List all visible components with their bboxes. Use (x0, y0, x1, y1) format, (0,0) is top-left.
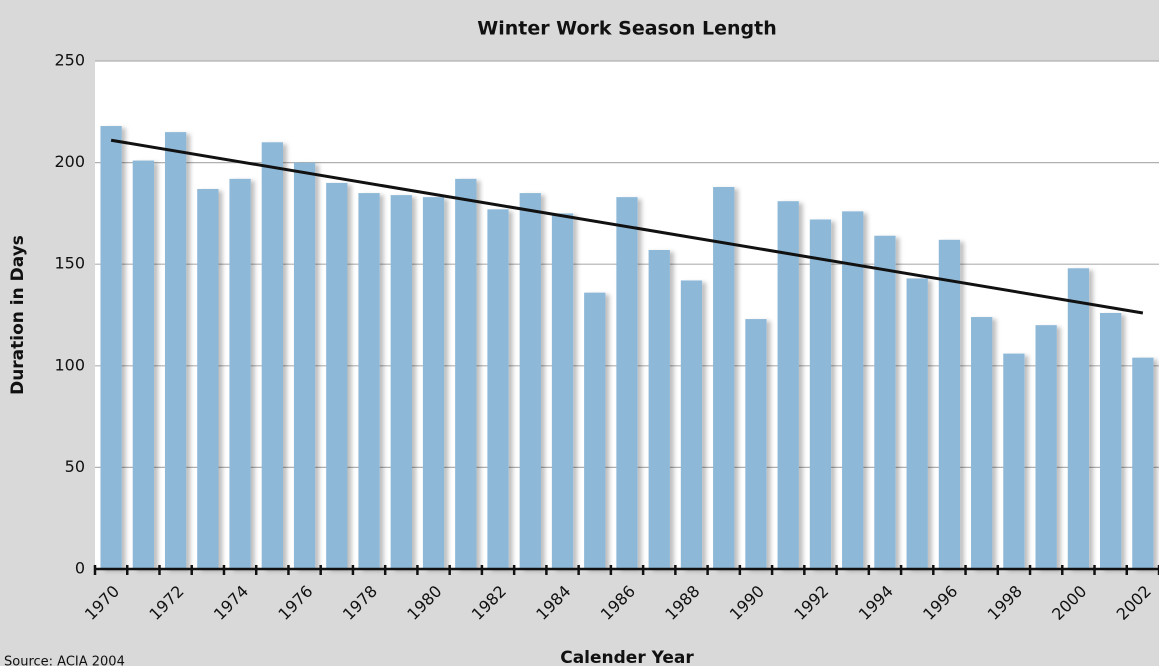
x-tick-label: 2000 (1048, 582, 1090, 624)
bar (326, 182, 348, 570)
bar (358, 193, 380, 569)
bar (648, 249, 670, 569)
x-tick-label: 1994 (855, 582, 897, 624)
bar (809, 219, 832, 569)
bar (584, 292, 606, 569)
x-tick-label: 1976 (274, 582, 316, 624)
bar (487, 209, 509, 569)
y-axis-title: Duration in Days (8, 235, 28, 395)
bar (229, 178, 251, 569)
y-tick-label: 0 (75, 559, 85, 578)
bar (100, 126, 122, 570)
y-tick-label: 150 (54, 254, 85, 273)
bar (261, 142, 283, 569)
bar (777, 201, 799, 569)
bar (874, 235, 896, 569)
bar (713, 186, 735, 569)
bar (1067, 268, 1090, 569)
bar (971, 317, 993, 569)
bar (938, 239, 961, 570)
bar (1132, 357, 1154, 569)
x-tick-label: 1996 (919, 582, 961, 624)
bar (745, 319, 767, 569)
x-tick-label: 1972 (145, 582, 187, 624)
bar (1003, 353, 1025, 569)
y-tick-label: 200 (54, 152, 85, 171)
x-tick-label: 1992 (790, 582, 832, 624)
x-tick-label: 1990 (726, 582, 768, 624)
bar (164, 132, 187, 569)
x-tick-label: 1986 (597, 582, 639, 624)
bar (390, 195, 412, 569)
x-tick-label: 1974 (210, 582, 252, 624)
bar (906, 278, 928, 569)
x-axis-title: Calender Year (560, 648, 694, 666)
bar (455, 178, 477, 569)
x-tick-label: 1980 (403, 582, 445, 624)
bar (551, 213, 574, 569)
x-tick-label: 2002 (1113, 582, 1155, 624)
x-tick-label: 1970 (81, 582, 123, 624)
x-tick-label: 1978 (339, 582, 381, 624)
y-tick-label: 250 (54, 51, 85, 70)
bar (293, 162, 316, 569)
x-tick-label: 1984 (532, 582, 574, 624)
y-tick-label: 50 (65, 457, 85, 476)
x-tick-label: 1982 (468, 582, 510, 624)
chart-title: Winter Work Season Length (477, 18, 777, 40)
bar (842, 211, 864, 570)
bar (1099, 312, 1122, 569)
x-tick-label: 1988 (661, 582, 703, 624)
bar (519, 193, 541, 569)
x-tick-label: 1998 (984, 582, 1026, 624)
bar (422, 197, 445, 570)
bar (1035, 325, 1057, 569)
bar (197, 189, 219, 570)
bar (680, 280, 703, 569)
trend-line (110, 138, 1144, 315)
bar (132, 160, 155, 569)
source-note: Source: ACIA 2004 (4, 655, 125, 666)
y-tick-label: 100 (54, 355, 85, 374)
bar (616, 197, 638, 570)
